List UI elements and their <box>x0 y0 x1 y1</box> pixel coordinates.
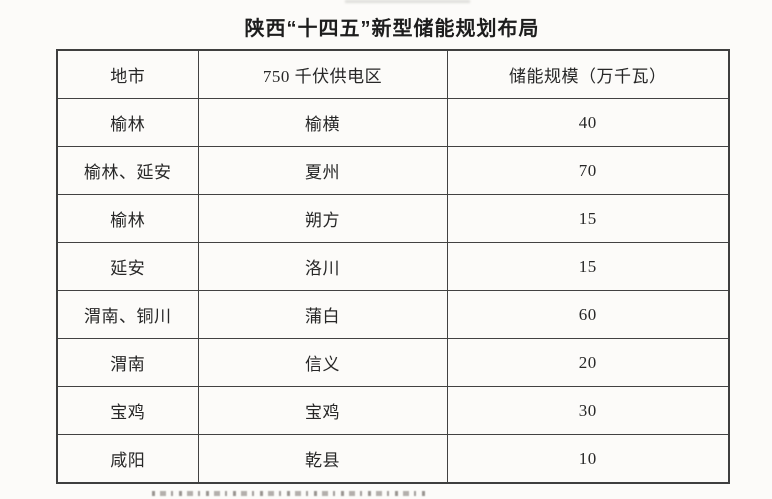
table-row: 榆林、延安 夏州 70 <box>56 146 730 195</box>
cell-storage-scale: 70 <box>446 146 730 195</box>
cell-city: 宝鸡 <box>56 386 199 435</box>
header-row: 地市 750 千伏供电区 储能规模（万千瓦） <box>56 49 730 99</box>
cell-city: 渭南、铜川 <box>56 290 199 339</box>
cell-supply-area: 宝鸡 <box>197 386 448 435</box>
cell-storage-scale: 30 <box>446 386 730 435</box>
table-row: 渭南、铜川 蒲白 60 <box>56 290 730 339</box>
cell-city: 榆林 <box>56 194 199 243</box>
cropped-text-artifact-top <box>345 0 470 3</box>
cell-storage-scale: 20 <box>446 338 730 387</box>
cell-supply-area: 蒲白 <box>197 290 448 339</box>
cell-supply-area: 榆横 <box>197 98 448 147</box>
cell-storage-scale: 10 <box>446 434 730 484</box>
cell-storage-scale: 60 <box>446 290 730 339</box>
cell-city: 延安 <box>56 242 199 291</box>
clipped-text-remnant <box>152 491 426 496</box>
table-row: 咸阳 乾县 10 <box>56 434 730 484</box>
cell-supply-area: 洛川 <box>197 242 448 291</box>
cell-supply-area: 信义 <box>197 338 448 387</box>
column-header-supply-area: 750 千伏供电区 <box>197 49 448 99</box>
table-row: 延安 洛川 15 <box>56 242 730 291</box>
column-header-storage-scale: 储能规模（万千瓦） <box>446 49 730 99</box>
cell-city: 榆林、延安 <box>56 146 199 195</box>
table-row: 宝鸡 宝鸡 30 <box>56 386 730 435</box>
column-header-city: 地市 <box>56 49 199 99</box>
cell-supply-area: 夏州 <box>197 146 448 195</box>
storage-planning-table: 地市 750 千伏供电区 储能规模（万千瓦） 榆林 榆横 40 榆林、延安 夏州… <box>56 49 730 484</box>
cell-city: 渭南 <box>56 338 199 387</box>
cell-storage-scale: 15 <box>446 242 730 291</box>
cell-city: 咸阳 <box>56 434 199 484</box>
cell-storage-scale: 15 <box>446 194 730 243</box>
cell-supply-area: 乾县 <box>197 434 448 484</box>
table-row: 渭南 信义 20 <box>56 338 730 387</box>
table-row: 榆林 朔方 15 <box>56 194 730 243</box>
cell-city: 榆林 <box>56 98 199 147</box>
table-title: 陕西“十四五”新型储能规划布局 <box>244 18 540 40</box>
cell-supply-area: 朔方 <box>197 194 448 243</box>
table-row: 榆林 榆横 40 <box>56 98 730 147</box>
cell-storage-scale: 40 <box>446 98 730 147</box>
